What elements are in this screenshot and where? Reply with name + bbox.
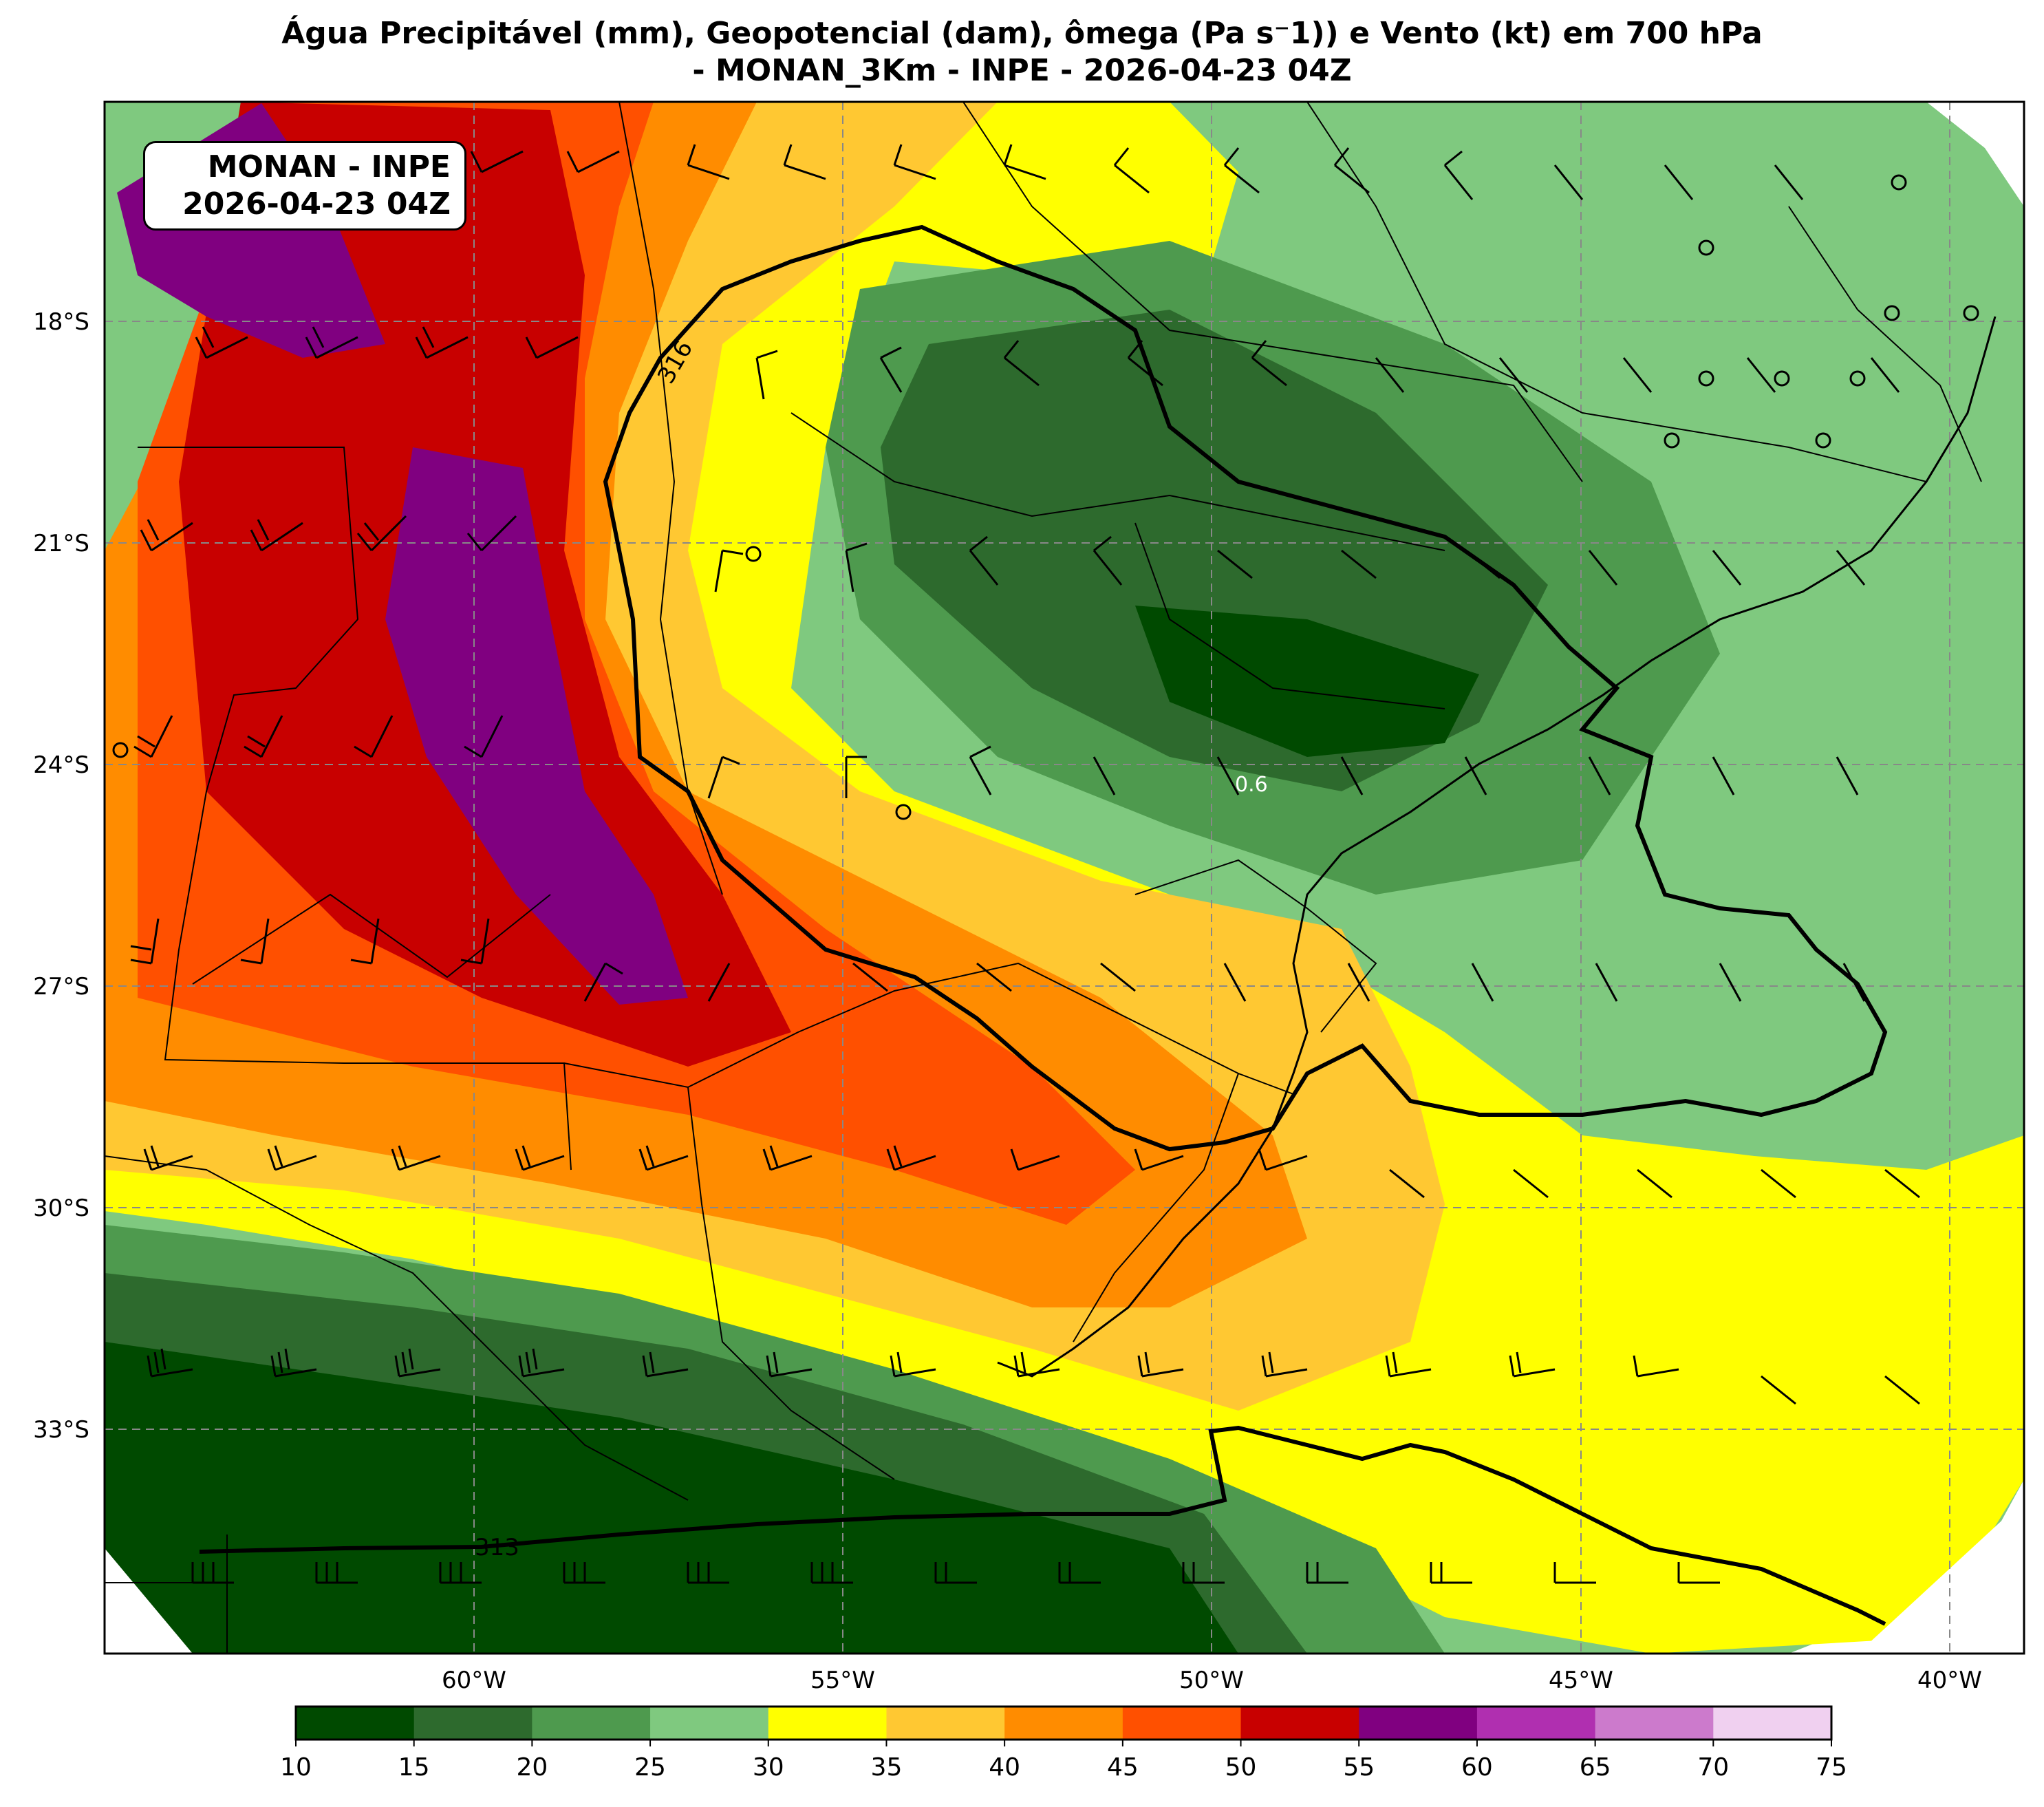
wind-barb-row-5: [130, 918, 1866, 1002]
colorbar-swatch: [650, 1707, 769, 1740]
colorbar-tick-label: 45: [1107, 1753, 1139, 1782]
pw-field-outside-domain-ne: [1926, 102, 2024, 179]
pw-field-outside-domain-sw: [105, 1548, 193, 1654]
map-area: 316 313 0.6: [105, 102, 2024, 1654]
chart-title: Água Precipitável (mm), Geopotencial (da…: [0, 15, 2044, 89]
wind-barb-row-3: [140, 515, 1866, 592]
colorbar-tick-label: 60: [1461, 1753, 1493, 1782]
lat-label: 24°S: [33, 751, 89, 779]
wind-barbs: [112, 144, 1979, 1584]
lon-label: 60°W: [442, 1667, 506, 1694]
colorbar-tick-label: 75: [1816, 1753, 1847, 1782]
colorbar-tick-label: 65: [1580, 1753, 1611, 1782]
geopotential-contours: [199, 224, 1888, 1626]
colorbar-swatch: [1476, 1707, 1596, 1740]
lat-label: 18°S: [33, 308, 89, 336]
lon-label: 45°W: [1549, 1667, 1613, 1694]
colorbar-swatches: [296, 1707, 1832, 1740]
pw-field-outside-domain-se: [1858, 1500, 2024, 1654]
colorbar-swatch: [296, 1707, 415, 1740]
lat-label: 30°S: [33, 1195, 89, 1222]
colorbar-tick-label: 55: [1343, 1753, 1375, 1782]
wind-barb-row-8: [191, 1562, 1720, 1584]
precipitable-water-field: [105, 102, 2024, 1654]
latitude-labels: 18°S 21°S 24°S 27°S 30°S 33°S: [33, 308, 89, 1444]
graticule: [105, 102, 2024, 1654]
colorbar-swatch: [413, 1707, 532, 1740]
colorbar: 10 15 20 25 30 35 40 45 50 55 60 65 70 75: [280, 1705, 1847, 1782]
colorbar-swatch: [1595, 1707, 1714, 1740]
pw-field-darkest-green-southeast: [1135, 606, 1479, 757]
colorbar-tick-labels: 10 15 20 25 30 35 40 45 50 55 60 65 70 75: [280, 1740, 1847, 1782]
contour-316: [603, 224, 1888, 1152]
colorbar-tick-label: 15: [398, 1753, 430, 1782]
title-line-1: Água Precipitável (mm), Geopotencial (da…: [281, 16, 1763, 51]
colorbar-swatch: [532, 1707, 651, 1740]
colorbar-frame: [294, 1705, 1833, 1741]
contour-313: [199, 1425, 1886, 1626]
wind-barb-row-2: [195, 326, 1900, 400]
colorbar-swatch: [768, 1707, 887, 1740]
info-box-date: 2026-04-23 04Z: [182, 186, 451, 222]
map-frame: [103, 100, 2025, 1655]
lon-label: 50°W: [1179, 1667, 1244, 1694]
lat-label: 33°S: [33, 1416, 89, 1444]
colorbar-tick-label: 40: [989, 1753, 1020, 1782]
colorbar-swatch: [1713, 1707, 1832, 1740]
calm-wind-circles: [112, 174, 1979, 820]
colorbar-tick-label: 70: [1697, 1753, 1729, 1782]
title-line-2: - MONAN_3Km - INPE - 2026-04-23 04Z: [692, 53, 1352, 88]
colorbar-tick-label: 35: [871, 1753, 903, 1782]
wind-barb-row-4: [133, 715, 1859, 799]
wind-barb-row-6: [143, 1145, 1920, 1199]
info-box-model: MONAN - INPE: [207, 149, 451, 184]
lat-label: 21°S: [33, 530, 89, 557]
omega-label: 0.6: [1235, 773, 1268, 797]
colorbar-tick-label: 10: [280, 1753, 312, 1782]
pw-field-purple: [385, 447, 688, 1005]
pw-field-darkest-green-south: [105, 1342, 1238, 1654]
colorbar-swatch: [1004, 1707, 1123, 1740]
wind-barb-row-7: [147, 1348, 1920, 1405]
colorbar-tick-label: 30: [753, 1753, 784, 1782]
colorbar-tick-label: 25: [634, 1753, 666, 1782]
colorbar-swatch: [1359, 1707, 1478, 1740]
colorbar-swatch: [886, 1707, 1005, 1740]
colorbar-tick-label: 50: [1225, 1753, 1257, 1782]
contour-label-313: 313: [475, 1534, 519, 1561]
colorbar-swatch: [1240, 1707, 1359, 1740]
colorbar-swatch: [1122, 1707, 1242, 1740]
coastline: [997, 316, 1997, 1378]
colorbar-tick-label: 20: [516, 1753, 548, 1782]
lat-label: 27°S: [33, 973, 89, 1001]
longitude-labels: 60°W 55°W 50°W 45°W 40°W: [442, 1667, 1982, 1694]
lon-label: 55°W: [810, 1667, 875, 1694]
model-info-box: MONAN - INPE 2026-04-23 04Z: [143, 141, 466, 231]
lon-label: 40°W: [1917, 1667, 1982, 1694]
